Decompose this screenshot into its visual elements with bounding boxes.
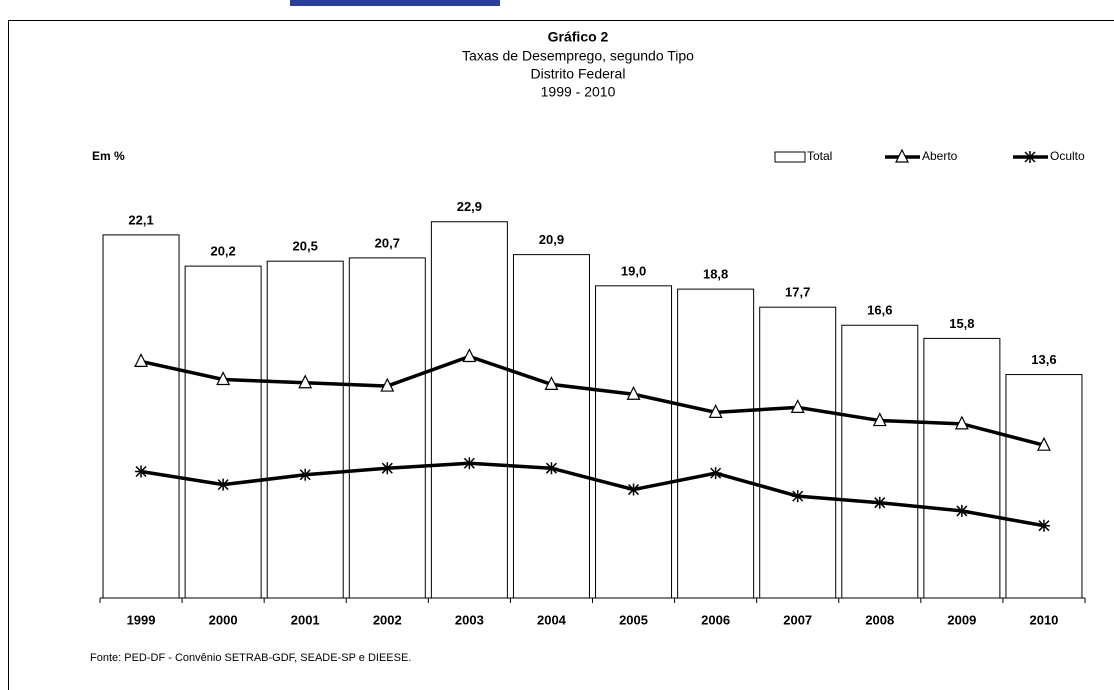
legend-label: Aberto bbox=[922, 149, 958, 163]
x-tick-label: 1999 bbox=[127, 612, 156, 627]
marker bbox=[298, 374, 313, 389]
bar bbox=[1005, 374, 1083, 599]
chart-frame bbox=[8, 20, 1114, 690]
marker bbox=[873, 496, 886, 509]
marker bbox=[463, 457, 476, 470]
legend-marker bbox=[895, 148, 909, 163]
x-tick-label: 2005 bbox=[619, 612, 648, 627]
x-tick-label: 2004 bbox=[537, 612, 567, 627]
chart-subtitle: Taxas de Desemprego, segundo Tipo bbox=[462, 48, 694, 64]
x-tick-label: 2007 bbox=[783, 612, 812, 627]
x-tick-label: 2001 bbox=[291, 612, 320, 627]
bar bbox=[841, 324, 919, 599]
marker bbox=[1037, 519, 1050, 532]
bar bbox=[430, 221, 508, 599]
bar bbox=[348, 257, 426, 599]
marker bbox=[134, 353, 149, 368]
marker bbox=[381, 462, 394, 475]
marker bbox=[462, 348, 477, 363]
bar bbox=[512, 254, 590, 599]
data-label: 22,1 bbox=[128, 212, 153, 227]
bar bbox=[759, 306, 837, 599]
marker bbox=[954, 415, 969, 430]
source-note: Fonte: PED-DF - Convênio SETRAB-GDF, SEA… bbox=[90, 652, 411, 664]
data-label: 13,6 bbox=[1031, 352, 1056, 367]
marker bbox=[544, 376, 559, 391]
data-label: 16,6 bbox=[867, 303, 892, 318]
x-tick-label: 2002 bbox=[373, 612, 402, 627]
y-axis-label: Em % bbox=[92, 149, 125, 163]
marker bbox=[709, 467, 722, 480]
line bbox=[140, 461, 1045, 528]
marker bbox=[626, 385, 641, 400]
marker bbox=[380, 377, 395, 392]
data-label: 18,8 bbox=[703, 267, 728, 282]
marker bbox=[545, 462, 558, 475]
x-tick-label: 2009 bbox=[947, 612, 976, 627]
marker bbox=[791, 490, 804, 503]
chart-subtitle: 1999 - 2010 bbox=[541, 84, 616, 100]
bar bbox=[677, 288, 755, 599]
marker bbox=[627, 483, 640, 496]
line bbox=[140, 354, 1045, 447]
data-label: 20,2 bbox=[210, 244, 235, 259]
logo-fragment bbox=[290, 0, 500, 6]
marker bbox=[299, 468, 312, 481]
x-tick-label: 2008 bbox=[865, 612, 894, 627]
legend-marker bbox=[1024, 151, 1036, 163]
legend-label: Total bbox=[807, 149, 832, 163]
marker bbox=[790, 399, 805, 414]
data-label: 20,7 bbox=[375, 235, 400, 250]
bar bbox=[102, 234, 180, 599]
marker bbox=[955, 504, 968, 517]
data-label: 19,0 bbox=[621, 263, 646, 278]
bar bbox=[184, 265, 262, 599]
bar bbox=[266, 260, 344, 599]
marker bbox=[1036, 436, 1051, 451]
bar bbox=[923, 337, 1001, 599]
data-label: 20,5 bbox=[293, 239, 318, 254]
legend-swatch bbox=[774, 151, 806, 163]
marker bbox=[217, 478, 230, 491]
marker bbox=[708, 403, 723, 418]
bar bbox=[595, 285, 673, 599]
x-tick-label: 2000 bbox=[209, 612, 238, 627]
x-tick-label: 2003 bbox=[455, 612, 484, 627]
x-tick-label: 2010 bbox=[1029, 612, 1058, 627]
chart-subtitle: Distrito Federal bbox=[531, 66, 626, 82]
header-strip bbox=[0, 0, 1114, 14]
data-label: 22,9 bbox=[457, 199, 482, 214]
legend-label: Oculto bbox=[1050, 149, 1085, 163]
marker bbox=[135, 465, 148, 478]
marker bbox=[216, 371, 231, 386]
x-tick-label: 2006 bbox=[701, 612, 730, 627]
data-label: 17,7 bbox=[785, 285, 810, 300]
data-label: 15,8 bbox=[949, 316, 974, 331]
chart-title: Gráfico 2 bbox=[548, 29, 609, 45]
data-label: 20,9 bbox=[539, 232, 564, 247]
marker bbox=[872, 412, 887, 427]
